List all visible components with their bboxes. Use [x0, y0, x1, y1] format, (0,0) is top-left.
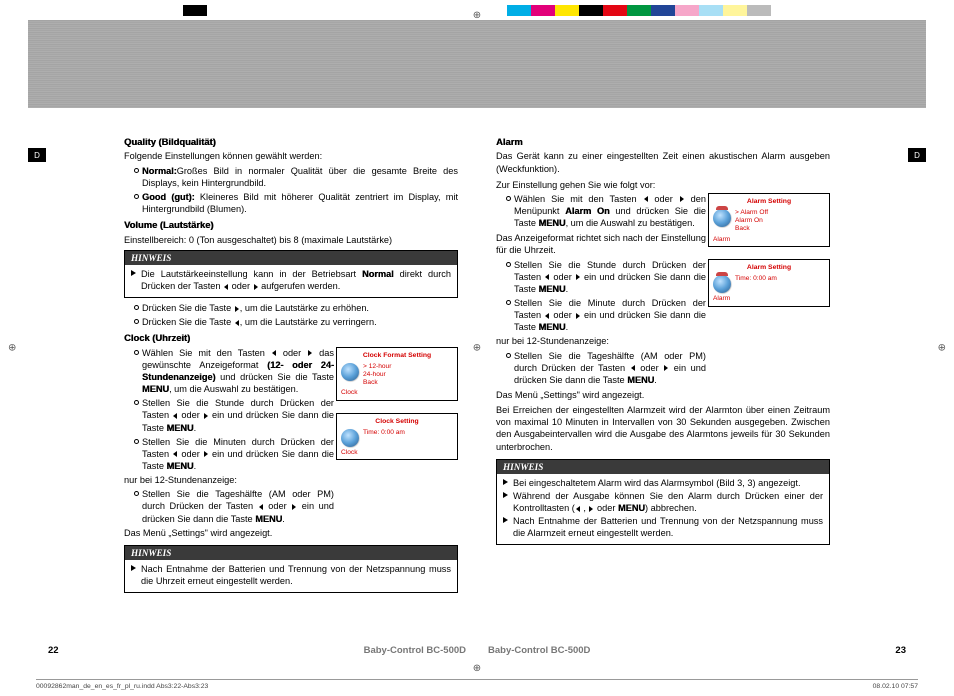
crop-mark-icon: ⊕	[473, 663, 481, 674]
clock-icon	[341, 363, 359, 381]
list-item: Stellen Sie die Tageshälfte (AM oder PM)…	[134, 488, 334, 524]
alarm-clock-icon	[713, 275, 731, 293]
body-text: Das Menü „Settings" wird angezeigt.	[496, 389, 830, 401]
note-heading: HINWEIS	[125, 251, 457, 265]
language-tab: D	[908, 148, 926, 162]
screen-title: Alarm Setting	[713, 264, 825, 273]
page-number: 22	[48, 645, 59, 658]
note-item: Bei eingeschaltetem Alarm wird das Alarm…	[503, 477, 823, 489]
alarm-clock-icon	[713, 209, 731, 227]
body-text: Zur Einstellung gehen Sie wie folgt vor:	[496, 179, 830, 191]
device-screen-mock: Clock Format Setting 12-hour 24-hour Bac…	[336, 347, 458, 401]
body-text: Das Anzeigeformat richtet sich nach der …	[496, 232, 706, 256]
list-item: Drücken Sie die Taste , um die Lautstärk…	[134, 316, 458, 328]
screen-title: Clock Format Setting	[341, 352, 453, 361]
product-name: Baby-Control BC-500D	[364, 645, 466, 658]
note-item: Nach Entnahme der Batterien und Trennung…	[503, 515, 823, 539]
body-text: Das Gerät kann zu einer eingestellten Ze…	[496, 150, 830, 174]
clock-icon	[341, 429, 359, 447]
product-name: Baby-Control BC-500D	[488, 645, 590, 658]
timestamp: 08.02.10 07:57	[873, 683, 918, 690]
crop-mark-icon: ⊕	[473, 343, 481, 354]
note-item: Die Lautstärkeeinstellung kann in der Be…	[131, 268, 451, 292]
section-heading: Quality (Bildqualität)	[124, 136, 458, 148]
list-item: Stellen Sie die Tageshälfte (AM oder PM)…	[506, 350, 706, 386]
language-tab: D	[28, 148, 46, 162]
note-item: Während der Ausgabe können Sie den Alarm…	[503, 490, 823, 514]
list-item: Wählen Sie mit den Tasten oder den Menüp…	[506, 193, 706, 229]
page-footer: Baby-Control BC-500D 23	[486, 645, 908, 658]
section-heading: Clock (Uhrzeit)	[124, 332, 458, 344]
body-text: nur bei 12-Stundenanzeige:	[124, 474, 334, 486]
list-item: Wählen Sie mit den Tasten oder das gewün…	[134, 347, 334, 396]
screen-title: Clock Setting	[341, 418, 453, 427]
note-heading: HINWEIS	[125, 546, 457, 560]
crop-mark-icon: ⊕	[8, 343, 16, 354]
list-item: Stellen Sie die Stunde durch Drücken der…	[506, 259, 706, 295]
note-heading: HINWEIS	[497, 460, 829, 474]
body-text: Einstellbereich: 0 (Ton ausgeschaltet) b…	[124, 234, 458, 246]
note-item: Nach Entnahme der Batterien und Trennung…	[131, 563, 451, 587]
section-heading: Volume (Lautstärke)	[124, 219, 458, 231]
brushed-metal-header	[28, 20, 926, 108]
section-heading: Alarm	[496, 136, 830, 148]
document-metadata: 00092862man_de_en_es_fr_pl_ru.indd Abs3:…	[36, 679, 918, 690]
device-screen-mock: Alarm Setting Time: 0:00 am Alarm	[708, 259, 830, 307]
body-text: Das Menü „Settings" wird angezeigt.	[124, 527, 334, 539]
page-23: Alarm Das Gerät kann zu einer eingestell…	[486, 118, 926, 658]
list-item: Normal:Großes Bild in normaler Qualität …	[134, 165, 458, 189]
body-text: Bei Erreichen der eingestellten Alarmzei…	[496, 404, 830, 453]
note-box: HINWEIS Nach Entnahme der Batterien und …	[124, 545, 458, 593]
page-number: 23	[895, 645, 906, 658]
body-text: Folgende Einstellungen können gewählt we…	[124, 150, 458, 162]
page-footer: 22 Baby-Control BC-500D	[46, 645, 468, 658]
list-item: Stellen Sie die Minute durch Drücken der…	[506, 297, 706, 333]
note-box: HINWEIS Bei eingeschaltetem Alarm wird d…	[496, 459, 830, 546]
crop-mark-icon: ⊕	[938, 343, 946, 354]
list-item: Good (gut): Kleineres Bild mit höherer Q…	[134, 191, 458, 215]
list-item: Stellen Sie die Stunde durch Drücken der…	[134, 397, 334, 433]
screen-title: Alarm Setting	[713, 198, 825, 207]
list-item: Stellen Sie die Minuten durch Drücken de…	[134, 436, 334, 472]
note-box: HINWEIS Die Lautstärkeeinstellung kann i…	[124, 250, 458, 298]
indesign-filename: 00092862man_de_en_es_fr_pl_ru.indd Abs3:…	[36, 683, 208, 690]
body-text: nur bei 12-Stundenanzeige:	[496, 335, 706, 347]
page-22: D Quality (Bildqualität) Folgende Einste…	[28, 118, 468, 658]
device-screen-mock: Alarm Setting Alarm Off Alarm On Back Al…	[708, 193, 830, 247]
device-screen-mock: Clock Setting Time: 0:00 am Clock	[336, 413, 458, 461]
list-item: Drücken Sie die Taste , um die Lautstärk…	[134, 302, 458, 314]
